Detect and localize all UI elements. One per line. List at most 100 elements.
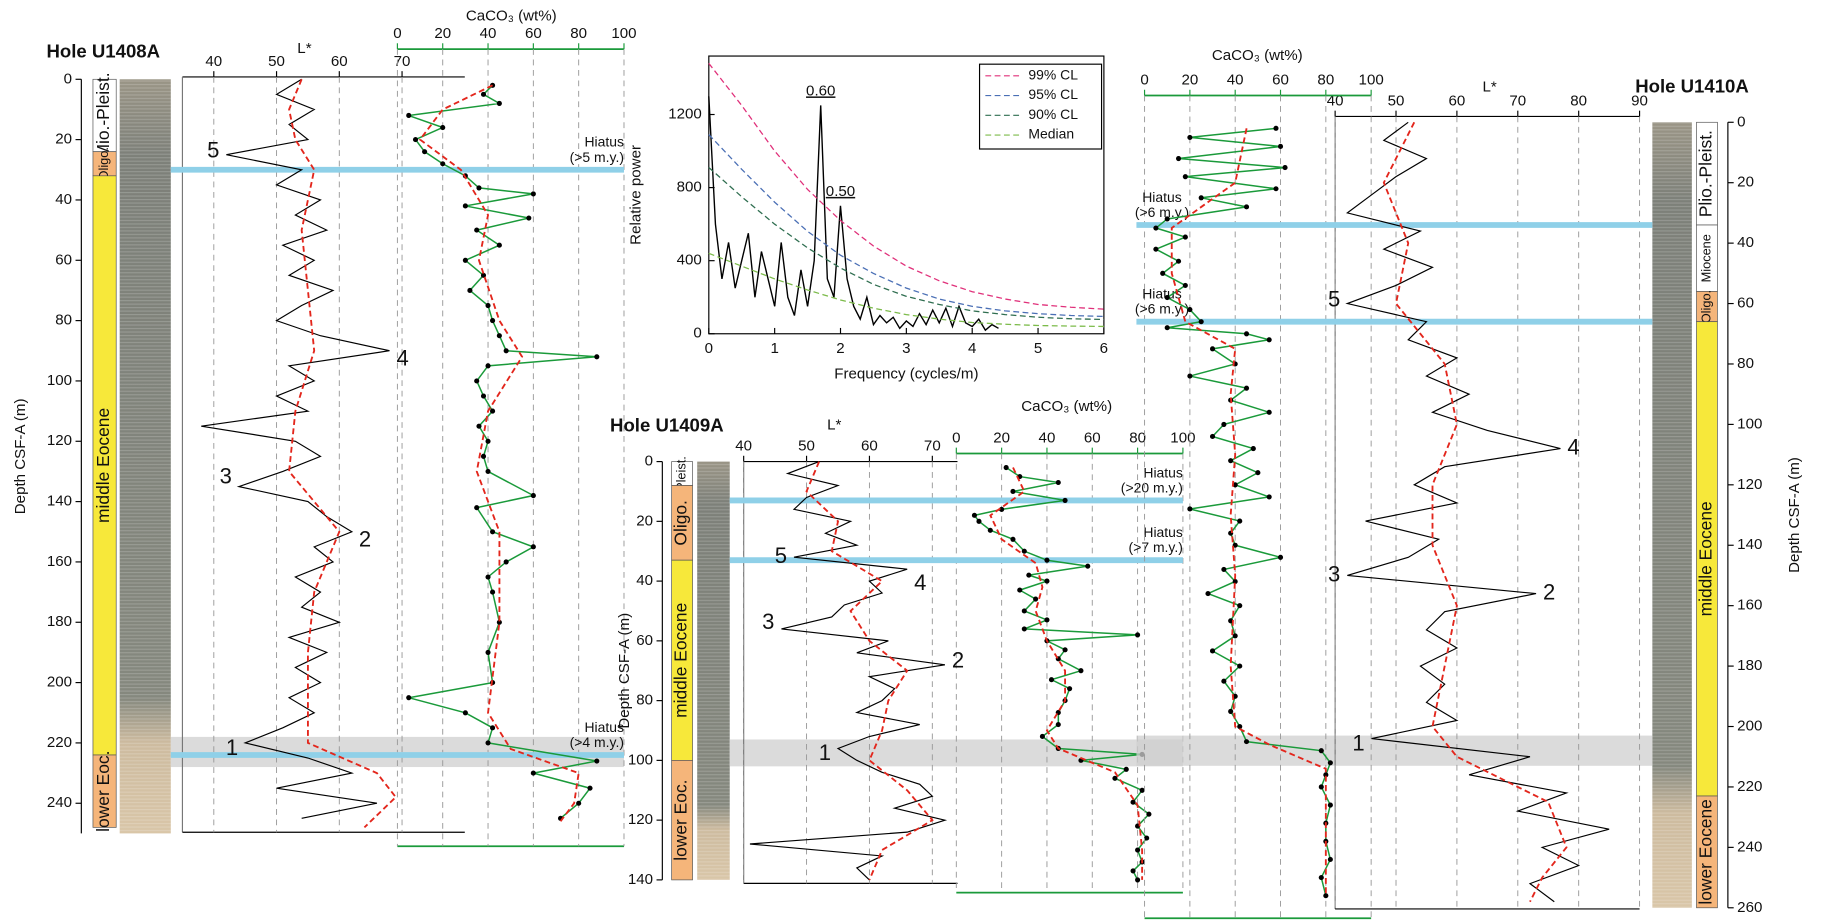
caco3-point [406,112,412,119]
caco3-point [1135,877,1141,883]
caco3-point [485,438,491,444]
cycle-label: 2 [1543,579,1555,604]
caco3-point [1175,258,1182,264]
y-tick-label: 80 [636,692,653,709]
caco3-point [503,348,509,354]
caco3-point [462,257,468,263]
caco3-point [1187,373,1193,379]
lstar-tick-label: 80 [1570,92,1587,109]
y-tick-label: 160 [47,553,72,570]
lith-label: lower Eocene [1696,799,1716,904]
caco3-tick-label: 100 [1359,71,1384,88]
lstar-tick-label: 70 [1509,92,1526,109]
caco3-point [485,574,491,580]
caco3-point [485,302,491,309]
lstar-tick-label: 60 [1449,92,1466,109]
caco3-point [1232,633,1238,639]
cycle-label: 3 [762,609,774,634]
y-tick-label: 80 [55,312,72,329]
caco3-tick-label: 40 [480,25,497,42]
caco3-point [1250,446,1256,452]
x-tick-label: 2 [836,340,844,357]
y-tick-label: 0 [1737,113,1745,130]
cycle-label: 4 [1567,434,1579,459]
caco3-tick-label: 80 [570,25,587,42]
caco3-point [485,363,491,369]
lstar-smooth [805,461,934,881]
cycle-label: 4 [396,346,408,371]
caco3-point [490,318,496,324]
caco3-point [1198,195,1204,201]
caco3-point [1209,648,1216,654]
y-tick-label: 0 [64,70,72,87]
peak-label: 0.60 [806,82,835,99]
caco3-line [408,84,597,819]
caco3-point [1187,506,1193,512]
caco3-point [1044,557,1050,563]
x-tick-label: 0 [705,340,713,357]
caco3-point [1085,563,1091,569]
caco3-point [1318,875,1324,881]
caco3-point [1135,632,1141,638]
lstar-tick-label: 70 [924,437,941,454]
hiatus-age: (>5 m.y.) [570,149,624,165]
legend-label: 90% CL [1028,106,1078,122]
y-axis-label: Relative power [628,145,645,245]
lith-label: Plio.-Pleist. [1696,130,1716,217]
lstar-axis-label: L* [827,417,841,434]
lstar-axis-label: L* [1483,78,1497,95]
cycle-label: 1 [226,735,238,760]
y-tick-label: 260 [1737,899,1762,916]
caco3-point [1318,784,1324,790]
caco3-point [987,527,993,533]
lith-label: lower Eoc. [671,780,691,861]
caco3-point [1237,723,1243,730]
lith-label: middle Eocene [1696,501,1716,616]
caco3-point [1243,385,1250,391]
caco3-point [1130,799,1136,805]
hiatus-label: Hiatus [584,719,624,735]
caco3-point [1182,234,1188,240]
caco3-smooth [418,84,580,822]
y-tick-label: 240 [47,794,72,811]
caco3-point [1175,155,1182,162]
caco3-point [1044,617,1050,623]
caco3-point [530,544,536,550]
caco3-point [1160,270,1166,276]
caco3-tick-label: 40 [1227,71,1244,88]
caco3-point [1277,143,1284,150]
caco3-point [1123,766,1129,772]
caco3-point [594,758,600,764]
caco3-point [474,505,480,511]
caco3-point [485,468,491,474]
y-tick-label: 100 [628,751,653,768]
caco3-tick-label: 40 [1039,429,1056,446]
caco3-point [1187,307,1193,313]
x-tick-label: 3 [902,340,910,357]
core-texture [119,79,171,834]
y-tick-label: 0 [645,453,653,470]
caco3-point [530,493,536,499]
caco3-point [1243,331,1250,337]
caco3-point [422,149,428,155]
caco3-point [462,203,468,209]
caco3-point [1048,677,1055,683]
caco3-point [1273,186,1279,192]
caco3-axis-label: CaCO₃ (wt%) [466,8,557,25]
y-tick-label: 40 [636,572,653,589]
lith-label: Miocene [1698,234,1713,282]
caco3-point [1021,626,1027,632]
caco3-point [1266,494,1272,500]
caco3-point [474,227,480,233]
y-tick-label: 800 [677,179,702,196]
caco3-point [526,215,532,221]
caco3-tick-label: 20 [434,25,451,42]
y-axis-label: Depth CSF-A (m) [616,613,633,729]
peak-label: 0.50 [826,183,855,200]
core-texture [697,461,730,880]
caco3-point [1146,811,1152,817]
caco3-point [1010,536,1016,542]
y-tick-label: 400 [677,252,702,269]
caco3-point [1062,497,1068,503]
caco3-point [476,423,482,429]
